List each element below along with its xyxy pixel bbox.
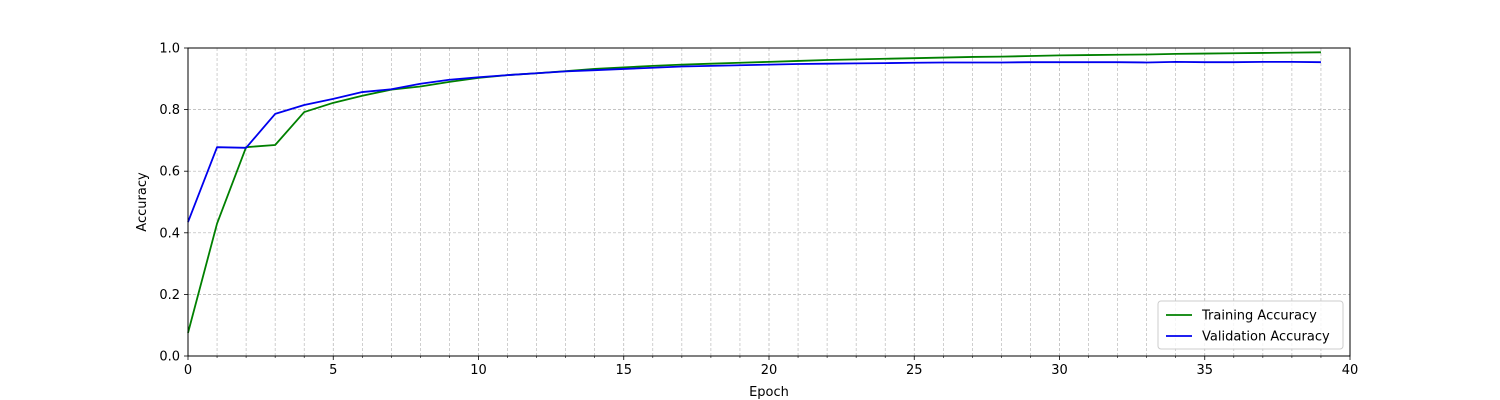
legend-label: Training Accuracy xyxy=(1201,309,1317,324)
x-tick-label: 5 xyxy=(329,363,337,378)
x-axis-label: Epoch xyxy=(749,385,789,400)
x-tick-label: 0 xyxy=(184,363,192,378)
legend-items: Training Accuracy Validation Accuracy xyxy=(1166,309,1330,345)
axis-ticks: 0 5 10 15 20 25 30 35 40 0.0 0.2 0.4 0.6 0.8 1.0 xyxy=(159,42,1358,379)
x-tick-label: 30 xyxy=(1051,363,1068,378)
y-axis-label: Accuracy xyxy=(135,172,150,232)
series-lines xyxy=(187,51,1321,334)
y-tick-label: 0.0 xyxy=(159,350,180,365)
y-tick-label: 0.6 xyxy=(159,165,180,180)
legend: Training Accuracy Validation Accuracy xyxy=(1157,300,1344,350)
x-tick-label: 35 xyxy=(1196,363,1213,378)
legend-label: Validation Accuracy xyxy=(1202,330,1330,345)
y-tick-label: 1.0 xyxy=(159,42,180,57)
legend-box xyxy=(1157,300,1344,350)
y-tick-label: 0.2 xyxy=(159,288,180,303)
x-tick-label: 25 xyxy=(906,363,923,378)
x-tick-label: 20 xyxy=(761,363,778,378)
y-tick-label: 0.8 xyxy=(159,103,180,118)
series-line-validation xyxy=(187,60,1321,223)
x-tick-label: 40 xyxy=(1342,363,1359,378)
x-tick-label: 15 xyxy=(615,363,632,378)
y-tick-label: 0.4 xyxy=(159,226,180,241)
series-line-training xyxy=(187,51,1321,334)
x-tick-label: 10 xyxy=(470,363,487,378)
